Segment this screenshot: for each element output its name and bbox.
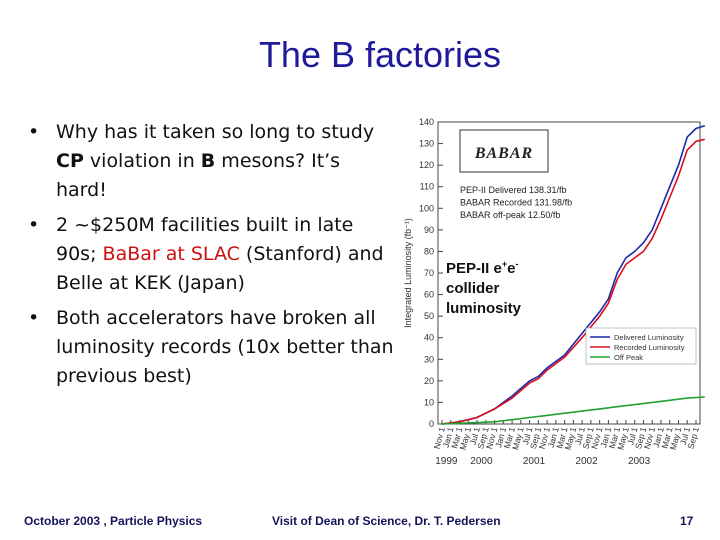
babar-logo-box: [459, 129, 549, 173]
x-year-label: 1999: [435, 456, 458, 467]
x-year-label: 2002: [575, 456, 598, 467]
y-tick-label: 80: [424, 246, 434, 256]
babar-logo: BABAR: [474, 145, 533, 162]
y-tick-label: 130: [419, 139, 434, 149]
bullet-list: • Why has it taken so long to study CP v…: [24, 118, 394, 397]
slide-title: The B factories: [258, 34, 502, 75]
legend-line-label: Off Peak: [614, 353, 643, 362]
y-tick-label: 120: [419, 160, 434, 170]
bullet-item: • Both accelerators have broken all lumi…: [24, 304, 394, 391]
bullet-dot: •: [28, 214, 40, 236]
series-line: [441, 138, 705, 425]
y-tick-label: 110: [420, 182, 434, 192]
bullet-dot: •: [28, 307, 40, 329]
bullet-item: • 2 ~$250M facilities built in late 90s;…: [24, 211, 394, 298]
luminosity-chart: 0 10 20 30 40 50 60 70 80 90 100 110 120 130 140 Integr…: [403, 117, 706, 467]
y-tick-label: 40: [424, 333, 434, 343]
x-year-label: 2003: [628, 456, 651, 467]
bullet-item: • Why has it taken so long to study CP v…: [24, 118, 394, 205]
line-legend-box: [585, 327, 697, 365]
y-tick-label: 0: [429, 419, 434, 429]
x-tick-label: Jul 1: [573, 426, 587, 446]
x-tick-label: Jul 1: [625, 426, 639, 446]
x-year-label: 2001: [523, 456, 546, 467]
series-line: [441, 124, 706, 425]
bullet-dot: •: [28, 121, 40, 143]
series-line: [441, 396, 705, 425]
y-tick-label: 140: [419, 117, 434, 127]
y-tick-label: 20: [424, 376, 434, 386]
y-tick-label: 100: [419, 203, 434, 213]
y-axis-label: Integrated Luminosity (fb⁻¹): [403, 218, 413, 328]
y-tick-label: 10: [424, 397, 434, 407]
y-tick-label: 30: [424, 354, 434, 364]
legend-line-label: Recorded Luminosity: [614, 343, 685, 352]
x-tick-label: Jul 1: [678, 426, 692, 446]
chart-annotation: PEP-II e+e- collider luminosity: [446, 259, 522, 317]
legend-box-entry: PEP-II Delivered 138.31/fb: [460, 185, 567, 195]
legend-line-label: Delivered Luminosity: [614, 333, 684, 342]
page-number: 17: [680, 514, 694, 528]
y-tick-label: 90: [424, 225, 434, 235]
y-tick-label: 50: [424, 311, 434, 321]
legend-box-entry: BABAR off-peak 12.50/fb: [460, 210, 560, 220]
y-tick-label: 70: [424, 268, 434, 278]
x-tick-label: Jul 1: [520, 426, 534, 446]
babar-highlight: BaBar at SLAC: [102, 243, 240, 265]
y-tick-label: 60: [424, 290, 434, 300]
footer-date: October 2003 , Particle Physics: [24, 514, 203, 528]
legend-box-entry: BABAR Recorded 131.98/fb: [460, 198, 572, 208]
x-year-label: 2000: [470, 456, 493, 467]
footer-center: Visit of Dean of Science, Dr. T. Pederse…: [272, 514, 501, 528]
x-tick-label: Jul 1: [468, 426, 482, 446]
